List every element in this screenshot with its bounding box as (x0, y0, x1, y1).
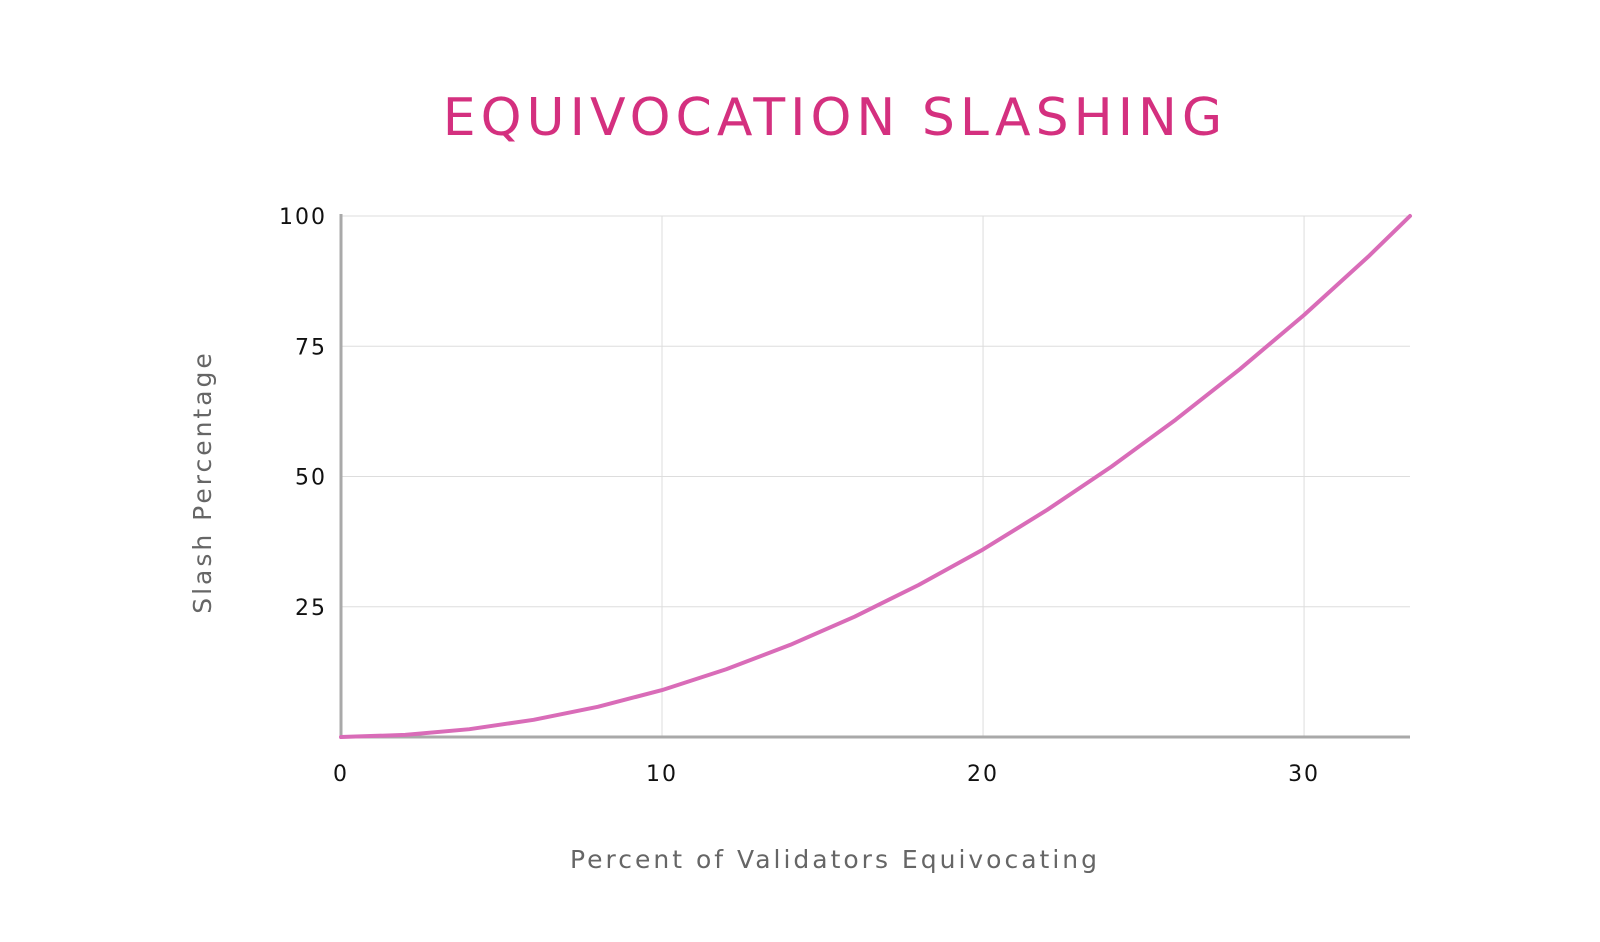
y-tick-label-2: 75 (295, 335, 327, 360)
y-tick-label-3: 100 (279, 205, 327, 230)
x-axis-label: Percent of Validators Equivocating (570, 845, 1100, 874)
x-tick-label-3: 30 (1288, 762, 1320, 787)
axes (339, 214, 1410, 739)
x-tick-label-2: 20 (967, 762, 999, 787)
chart-title: EQUIVOCATION SLASHING (443, 88, 1227, 148)
y-tick-label-1: 50 (295, 466, 327, 491)
x-tick-label-0: 0 (333, 762, 349, 787)
series-layer (339, 214, 1412, 739)
series-line-0 (339, 214, 1412, 739)
tick-labels: 25 50 75 100 0 10 20 30 (279, 205, 1320, 787)
y-tick-label-0: 25 (295, 596, 327, 621)
grid-lines (341, 215, 1410, 737)
x-tick-label-1: 10 (646, 762, 678, 787)
y-axis-label: Slash Percentage (188, 350, 217, 614)
